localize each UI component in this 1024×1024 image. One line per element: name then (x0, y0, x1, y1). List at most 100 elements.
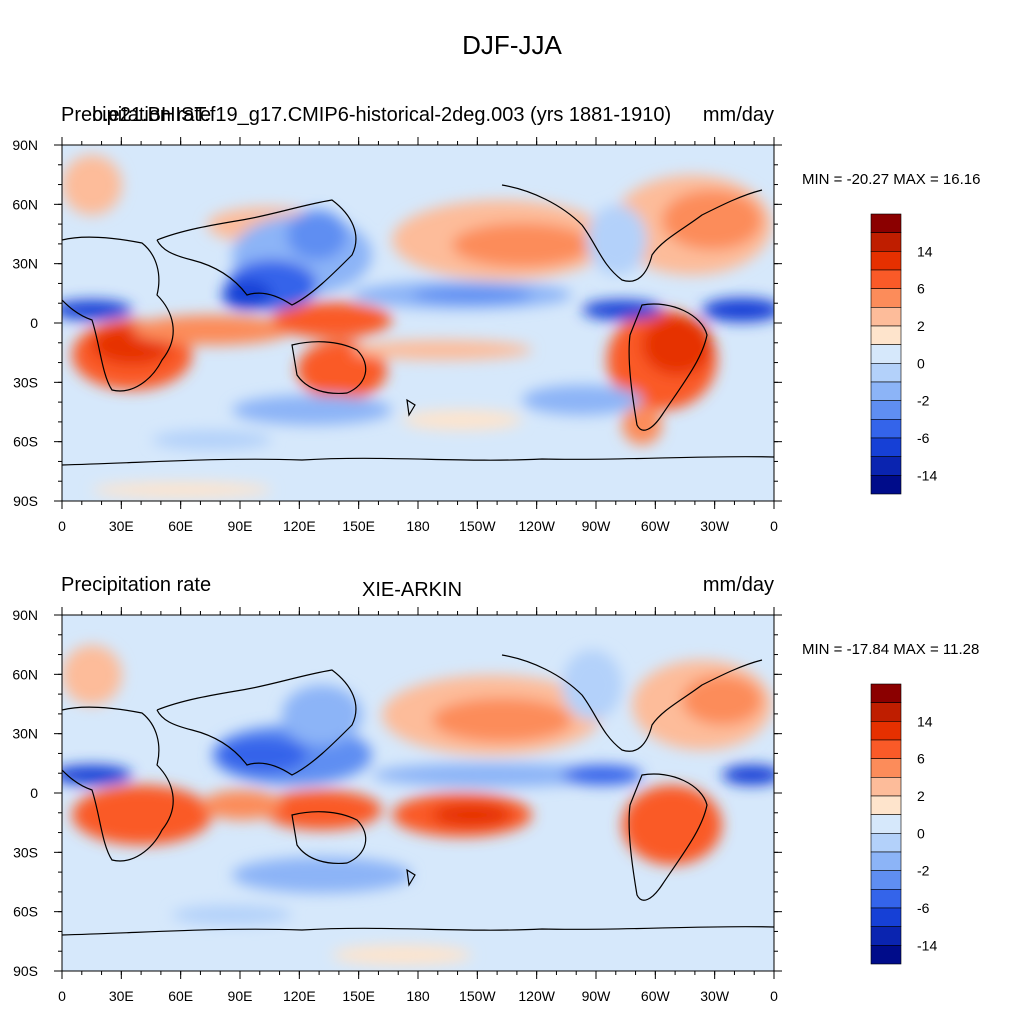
lat-tick-label: 60S (13, 434, 38, 450)
colorbar-1: 14 6 2 0 -2 -6 -14 (870, 213, 937, 495)
colorbar-label: 14 (917, 713, 933, 729)
lat-tick-label: 60S (13, 904, 38, 920)
colorbar-swatch (870, 945, 902, 965)
panel2-center-title: XIE-ARKIN (362, 579, 463, 601)
colorbar-swatch (870, 456, 902, 476)
colorbar-swatch (870, 777, 902, 797)
colorbar-swatch (870, 232, 902, 252)
colorbar-swatch (870, 721, 902, 741)
lon-tick-label: 0 (770, 518, 778, 534)
lon-tick-label: 90E (228, 988, 253, 1004)
colorbar-label: 2 (917, 788, 925, 804)
lon-tick-label: 180 (406, 518, 430, 534)
map-panel-2: 90N 60N 30N 0 30S 60S 90S 0 30E 60E 90E 120E 150E 180… (12, 607, 782, 1004)
colorbar-swatch (870, 833, 902, 853)
colorbar-swatch (870, 288, 902, 308)
colorbar-label: 0 (917, 825, 925, 841)
colorbar-swatch (870, 437, 902, 457)
lat-tick-label: 90N (12, 607, 38, 623)
colorbar-label: 14 (917, 243, 933, 259)
colorbar-swatch (870, 926, 902, 946)
colorbar-swatch (870, 702, 902, 722)
lon-tick-label: 120W (518, 518, 555, 534)
colorbar-swatch (870, 870, 902, 890)
lat-tick-label: 30S (13, 844, 38, 860)
colorbar-label: -6 (917, 430, 930, 446)
map2-axis-ticks: 90N 60N 30N 0 30S 60S 90S 0 30E 60E 90E 120E 150E 180… (12, 607, 782, 1004)
lat-tick-label: 30N (12, 256, 38, 272)
lat-tick-label: 90S (13, 493, 38, 509)
colorbar-swatch (870, 213, 902, 233)
colorbar-swatch (870, 475, 902, 495)
lon-tick-label: 0 (770, 988, 778, 1004)
lon-tick-label: 60E (168, 988, 193, 1004)
figure-title: DJF-JJA (462, 30, 562, 60)
lon-tick-label: 30E (109, 988, 134, 1004)
lat-tick-label: 90N (12, 137, 38, 153)
lat-tick-label: 30N (12, 726, 38, 742)
colorbar-label: -2 (917, 863, 930, 879)
lon-tick-label: 150W (459, 518, 496, 534)
colorbar-swatch (870, 307, 902, 327)
panel1-right-title: mm/day (702, 104, 774, 126)
colorbar-label: -14 (917, 937, 937, 953)
panel1-center-title: b.e21.BHIST.f19_g17.CMIP6-historical-2de… (92, 104, 672, 126)
lon-tick-label: 150E (342, 518, 375, 534)
lon-tick-label: 150W (459, 988, 496, 1004)
colorbar-swatch (870, 851, 902, 871)
lat-tick-label: 30S (13, 374, 38, 390)
lat-tick-label: 0 (30, 785, 38, 801)
colorbar-swatch (870, 758, 902, 778)
panel2-min-max: MIN = -17.84 MAX = 11.28 (802, 641, 980, 658)
colorbar-label: 6 (917, 281, 925, 297)
lon-tick-label: 180 (406, 988, 430, 1004)
colorbar-swatch (870, 251, 902, 271)
lat-tick-label: 60N (12, 666, 38, 682)
panel1-left-title: Precipitation rate (61, 104, 212, 126)
lon-tick-label: 60W (641, 518, 671, 534)
colorbar-label: 2 (917, 318, 925, 334)
lon-tick-label: 90W (582, 988, 612, 1004)
map-panel-1: 90N 60N 30N 0 30S 60S 90S 0 30E 60E 90E 120E 150E 180… (12, 137, 782, 534)
lat-tick-label: 60N (12, 196, 38, 212)
colorbar-label: -6 (917, 900, 930, 916)
lon-tick-label: 120E (283, 988, 316, 1004)
lon-tick-label: 30W (700, 988, 730, 1004)
colorbar-swatch (870, 683, 902, 703)
panel2-right-title: mm/day (702, 574, 774, 596)
colorbar-swatch (870, 907, 902, 927)
lon-tick-label: 60W (641, 988, 671, 1004)
lon-tick-label: 90E (228, 518, 253, 534)
colorbar-swatch (870, 269, 902, 289)
panel1-min-max: MIN = -20.27 MAX = 16.16 (802, 171, 981, 188)
colorbar-swatch (870, 889, 902, 909)
colorbar-swatch (870, 363, 902, 383)
colorbar-label: -2 (917, 393, 930, 409)
colorbar-swatch (870, 400, 902, 420)
colorbar-label: -14 (917, 467, 937, 483)
lon-tick-label: 120W (518, 988, 555, 1004)
colorbar-swatch (870, 325, 902, 345)
map1-axis-ticks: 90N 60N 30N 0 30S 60S 90S 0 30E 60E 90E 120E 150E 180… (12, 137, 782, 534)
lon-tick-label: 30W (700, 518, 730, 534)
lon-tick-label: 90W (582, 518, 612, 534)
colorbar-swatch (870, 344, 902, 364)
lon-tick-label: 0 (58, 518, 66, 534)
colorbar-swatch (870, 381, 902, 401)
colorbar-swatch (870, 795, 902, 815)
lon-tick-label: 60E (168, 518, 193, 534)
lon-tick-label: 120E (283, 518, 316, 534)
lon-tick-label: 150E (342, 988, 375, 1004)
colorbar-label: 0 (917, 355, 925, 371)
colorbar-2: 14 6 2 0 -2 -6 -14 (870, 683, 937, 965)
lon-tick-label: 30E (109, 518, 134, 534)
lon-tick-label: 0 (58, 988, 66, 1004)
colorbar-swatch (870, 739, 902, 759)
colorbar-swatch (870, 419, 902, 439)
colorbar-swatch (870, 814, 902, 834)
panel2-left-title: Precipitation rate (61, 574, 212, 596)
lat-tick-label: 90S (13, 963, 38, 979)
colorbar-label: 6 (917, 751, 925, 767)
lat-tick-label: 0 (30, 315, 38, 331)
